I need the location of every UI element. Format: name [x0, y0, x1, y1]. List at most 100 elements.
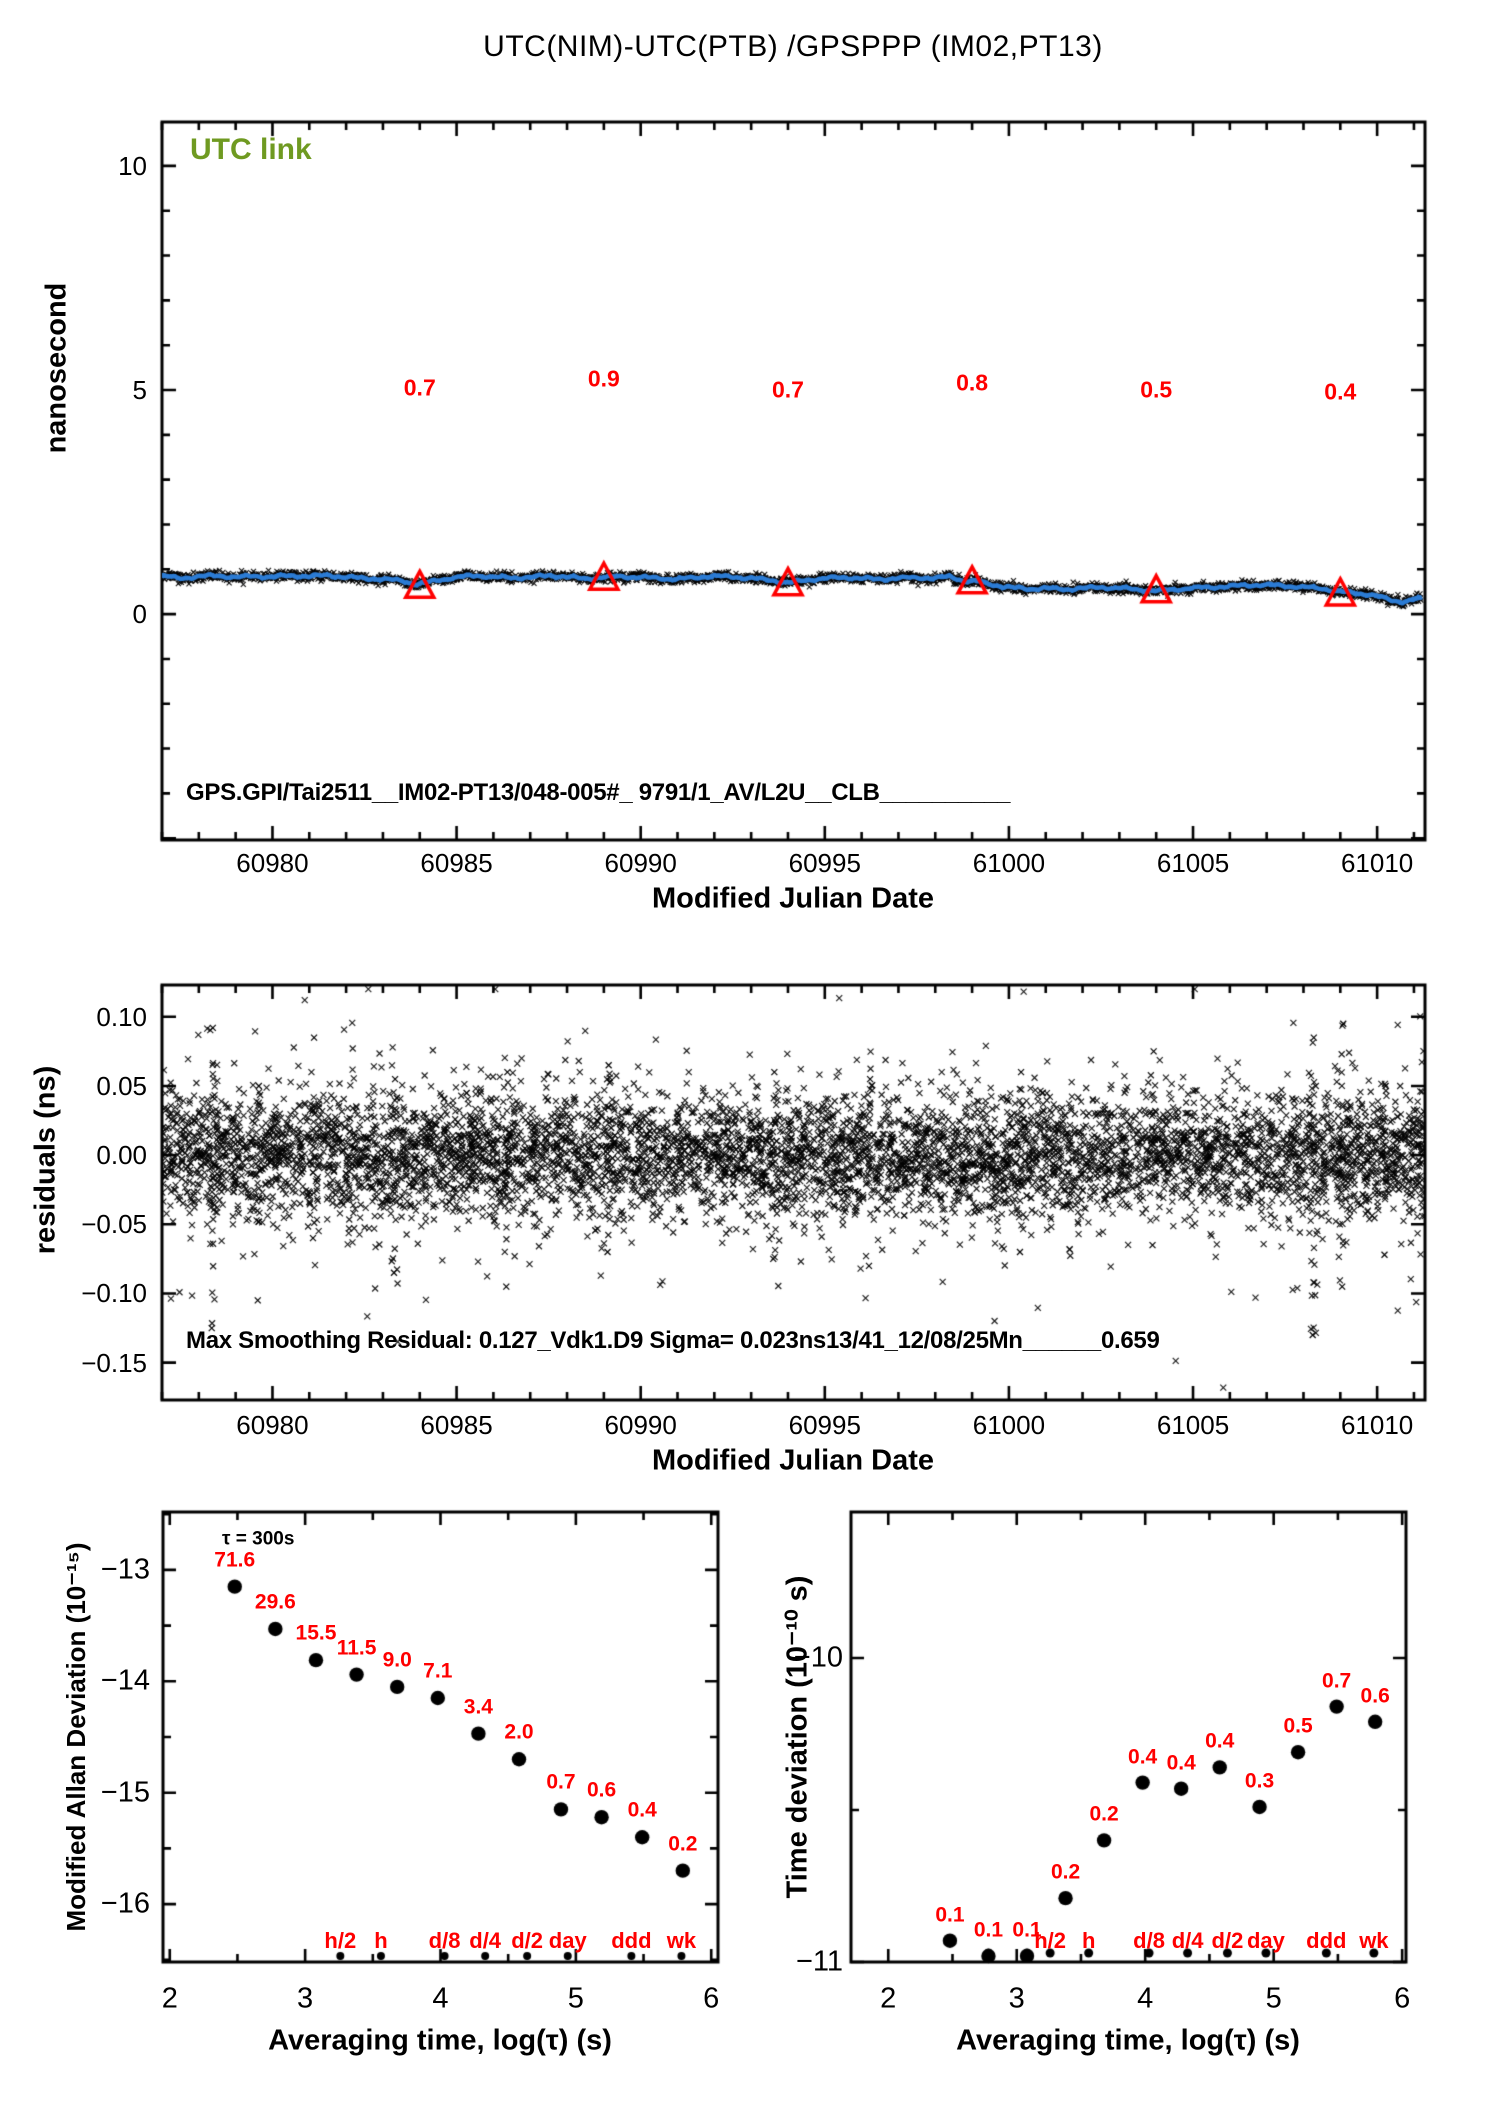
mid-y-tick-label: −0.05 [81, 1209, 147, 1240]
mdev-y-tick-label: −16 [100, 1887, 150, 1920]
mid-x-tick-label: 61005 [1156, 1410, 1230, 1440]
tdev-x-tick-label: 5 [1265, 1982, 1282, 2015]
tdev-tau-category-label: d/2 [1211, 1928, 1244, 1953]
mdev-x-tick-label: 5 [567, 1982, 584, 2015]
calibration-value-label: 0.7 [771, 376, 804, 403]
residuals-y-axis-label: residuals (ns) [29, 1065, 62, 1255]
tdev-x-tick-label: 4 [1137, 1982, 1154, 2015]
top-y-tick-label: 10 [118, 150, 147, 181]
mdev-tau-note: τ = 300s [222, 1528, 295, 1550]
mdev-tau-category-label: day [548, 1928, 587, 1953]
tdev-x-axis-label: Averaging time, log(τ) (s) [956, 2024, 1300, 2057]
mid-y-tick-label: 0.00 [96, 1140, 147, 1171]
mdev-tau-category-label: d/8 [428, 1928, 461, 1953]
tdev-point-value-label: 0.1 [973, 1918, 1004, 1942]
mid-y-tick-label: 0.05 [96, 1070, 147, 1101]
top-x-tick-label: 60995 [788, 848, 861, 878]
mdev-x-axis-label: Averaging time, log(τ) (s) [268, 2024, 612, 2057]
mdev-tau-category-label: d/2 [511, 1928, 544, 1953]
tdev-y-tick-label: −11 [795, 1945, 843, 1978]
tdev-point-value-label: 0.3 [1244, 1769, 1275, 1793]
mid-x-tick-label: 60980 [236, 1410, 309, 1440]
mid-x-tick-label: 61010 [1340, 1410, 1414, 1440]
mdev-point-value-label: 0.7 [546, 1770, 576, 1794]
mid-y-tick-label: −0.15 [81, 1347, 147, 1378]
tdev-point-value-label: 0.1 [1012, 1918, 1042, 1942]
mdev-point-value-label: 0.2 [668, 1832, 698, 1856]
tdev-point-value-label: 0.7 [1322, 1669, 1352, 1693]
tdev-x-tick-label: 6 [1394, 1982, 1411, 2015]
tdev-point-value-label: 0.2 [1089, 1802, 1119, 1826]
calibration-value-label: 0.5 [1140, 376, 1173, 403]
top-y-axis-label: nanosecond [40, 282, 73, 454]
top-annotation: GPS.GPI/Tai2511__IM02-PT13/048-005#_ 979… [186, 779, 1011, 806]
tdev-point-value-label: 0.6 [1360, 1684, 1390, 1708]
tdev-x-tick-label: 2 [880, 1982, 897, 2015]
mid-x-tick-label: 60995 [788, 1410, 861, 1440]
tdev-point-value-label: 0.1 [935, 1903, 965, 1927]
top-x-tick-label: 60985 [420, 848, 493, 878]
mid-x-tick-label: 60990 [604, 1410, 677, 1440]
top-x-tick-label: 61000 [972, 848, 1046, 878]
calibration-value-label: 0.4 [1324, 378, 1357, 405]
top-x-tick-label: 60990 [604, 848, 677, 878]
top-y-tick-label: 5 [132, 375, 147, 406]
mdev-point-value-label: 11.5 [336, 1636, 377, 1660]
tdev-tau-category-label: day [1246, 1928, 1285, 1953]
mdev-y-axis-label: Modified Allan Deviation (10⁻¹⁵) [61, 1542, 91, 1932]
mdev-tau-category-label: d/4 [469, 1928, 502, 1953]
mdev-tau-category-label: h/2 [324, 1928, 357, 1953]
tdev-y-axis-label: Time deviation (10⁻¹⁰ s) [781, 1575, 814, 1899]
mdev-y-tick-label: −13 [100, 1553, 150, 1586]
mdev-point-value-label: 3.4 [463, 1695, 493, 1719]
residuals-annotation: Max Smoothing Residual: 0.127_Vdk1.D9 Si… [186, 1327, 1160, 1354]
tdev-point-value-label: 0.4 [1128, 1745, 1158, 1769]
tdev-tau-category-label: ddd [1306, 1928, 1347, 1953]
tdev-point-value-label: 0.2 [1050, 1860, 1081, 1884]
tdev-tau-category-label: h/2 [1034, 1928, 1067, 1953]
utc-link-label: UTC link [190, 133, 312, 166]
mdev-tau-category-label: ddd [611, 1928, 652, 1953]
calibration-value-label: 0.7 [403, 374, 436, 401]
tdev-point-value-label: 0.4 [1205, 1729, 1235, 1753]
mdev-point-value-label: 9.0 [382, 1648, 412, 1672]
mid-x-tick-label: 60985 [420, 1410, 493, 1440]
mdev-x-tick-label: 4 [432, 1982, 449, 2015]
calibration-value-label: 0.8 [956, 369, 989, 396]
mdev-x-tick-label: 6 [703, 1982, 720, 2015]
mdev-point-value-label: 2.0 [504, 1720, 534, 1744]
mdev-point-value-label: 71.6 [214, 1548, 256, 1572]
mdev-tau-category-label: wk [666, 1928, 697, 1953]
residuals-x-axis-label: Modified Julian Date [652, 1444, 934, 1477]
mdev-x-tick-label: 3 [297, 1982, 314, 2015]
mid-y-tick-label: −0.10 [81, 1278, 147, 1309]
tdev-tau-category-label: wk [1359, 1928, 1389, 1953]
tdev-tau-category-label: h [1081, 1928, 1096, 1953]
top-x-tick-label: 61005 [1156, 848, 1230, 878]
top-x-tick-label: 61010 [1340, 848, 1414, 878]
mdev-point-value-label: 7.1 [423, 1659, 453, 1683]
mdev-x-tick-label: 2 [161, 1982, 178, 2015]
calibration-value-label: 0.9 [587, 365, 620, 392]
tdev-point-value-label: 0.5 [1283, 1714, 1313, 1738]
mdev-y-tick-label: −14 [100, 1664, 150, 1697]
tdev-x-tick-label: 3 [1008, 1982, 1025, 2015]
tdev-tau-category-label: d/8 [1133, 1928, 1165, 1953]
mdev-point-value-label: 15.5 [295, 1621, 337, 1645]
figure-title: UTC(NIM)-UTC(PTB) /GPSPPP (IM02,PT13) [483, 30, 1103, 63]
tdev-tau-category-label: d/4 [1171, 1928, 1204, 1953]
mdev-tau-category-label: h [374, 1928, 388, 1953]
mid-x-tick-label: 61000 [972, 1410, 1046, 1440]
tdev-y-tick-label: −10 [793, 1641, 843, 1674]
mdev-point-value-label: 0.6 [586, 1778, 617, 1802]
top-y-tick-label: 0 [132, 599, 147, 630]
top-x-axis-label: Modified Julian Date [652, 882, 934, 915]
top-x-tick-label: 60980 [236, 848, 309, 878]
mid-y-tick-label: 0.10 [96, 1001, 147, 1032]
mdev-point-value-label: 29.6 [254, 1590, 296, 1614]
mdev-y-tick-label: −15 [100, 1776, 150, 1809]
mdev-point-value-label: 0.4 [627, 1798, 657, 1822]
tdev-point-value-label: 0.4 [1166, 1751, 1196, 1775]
